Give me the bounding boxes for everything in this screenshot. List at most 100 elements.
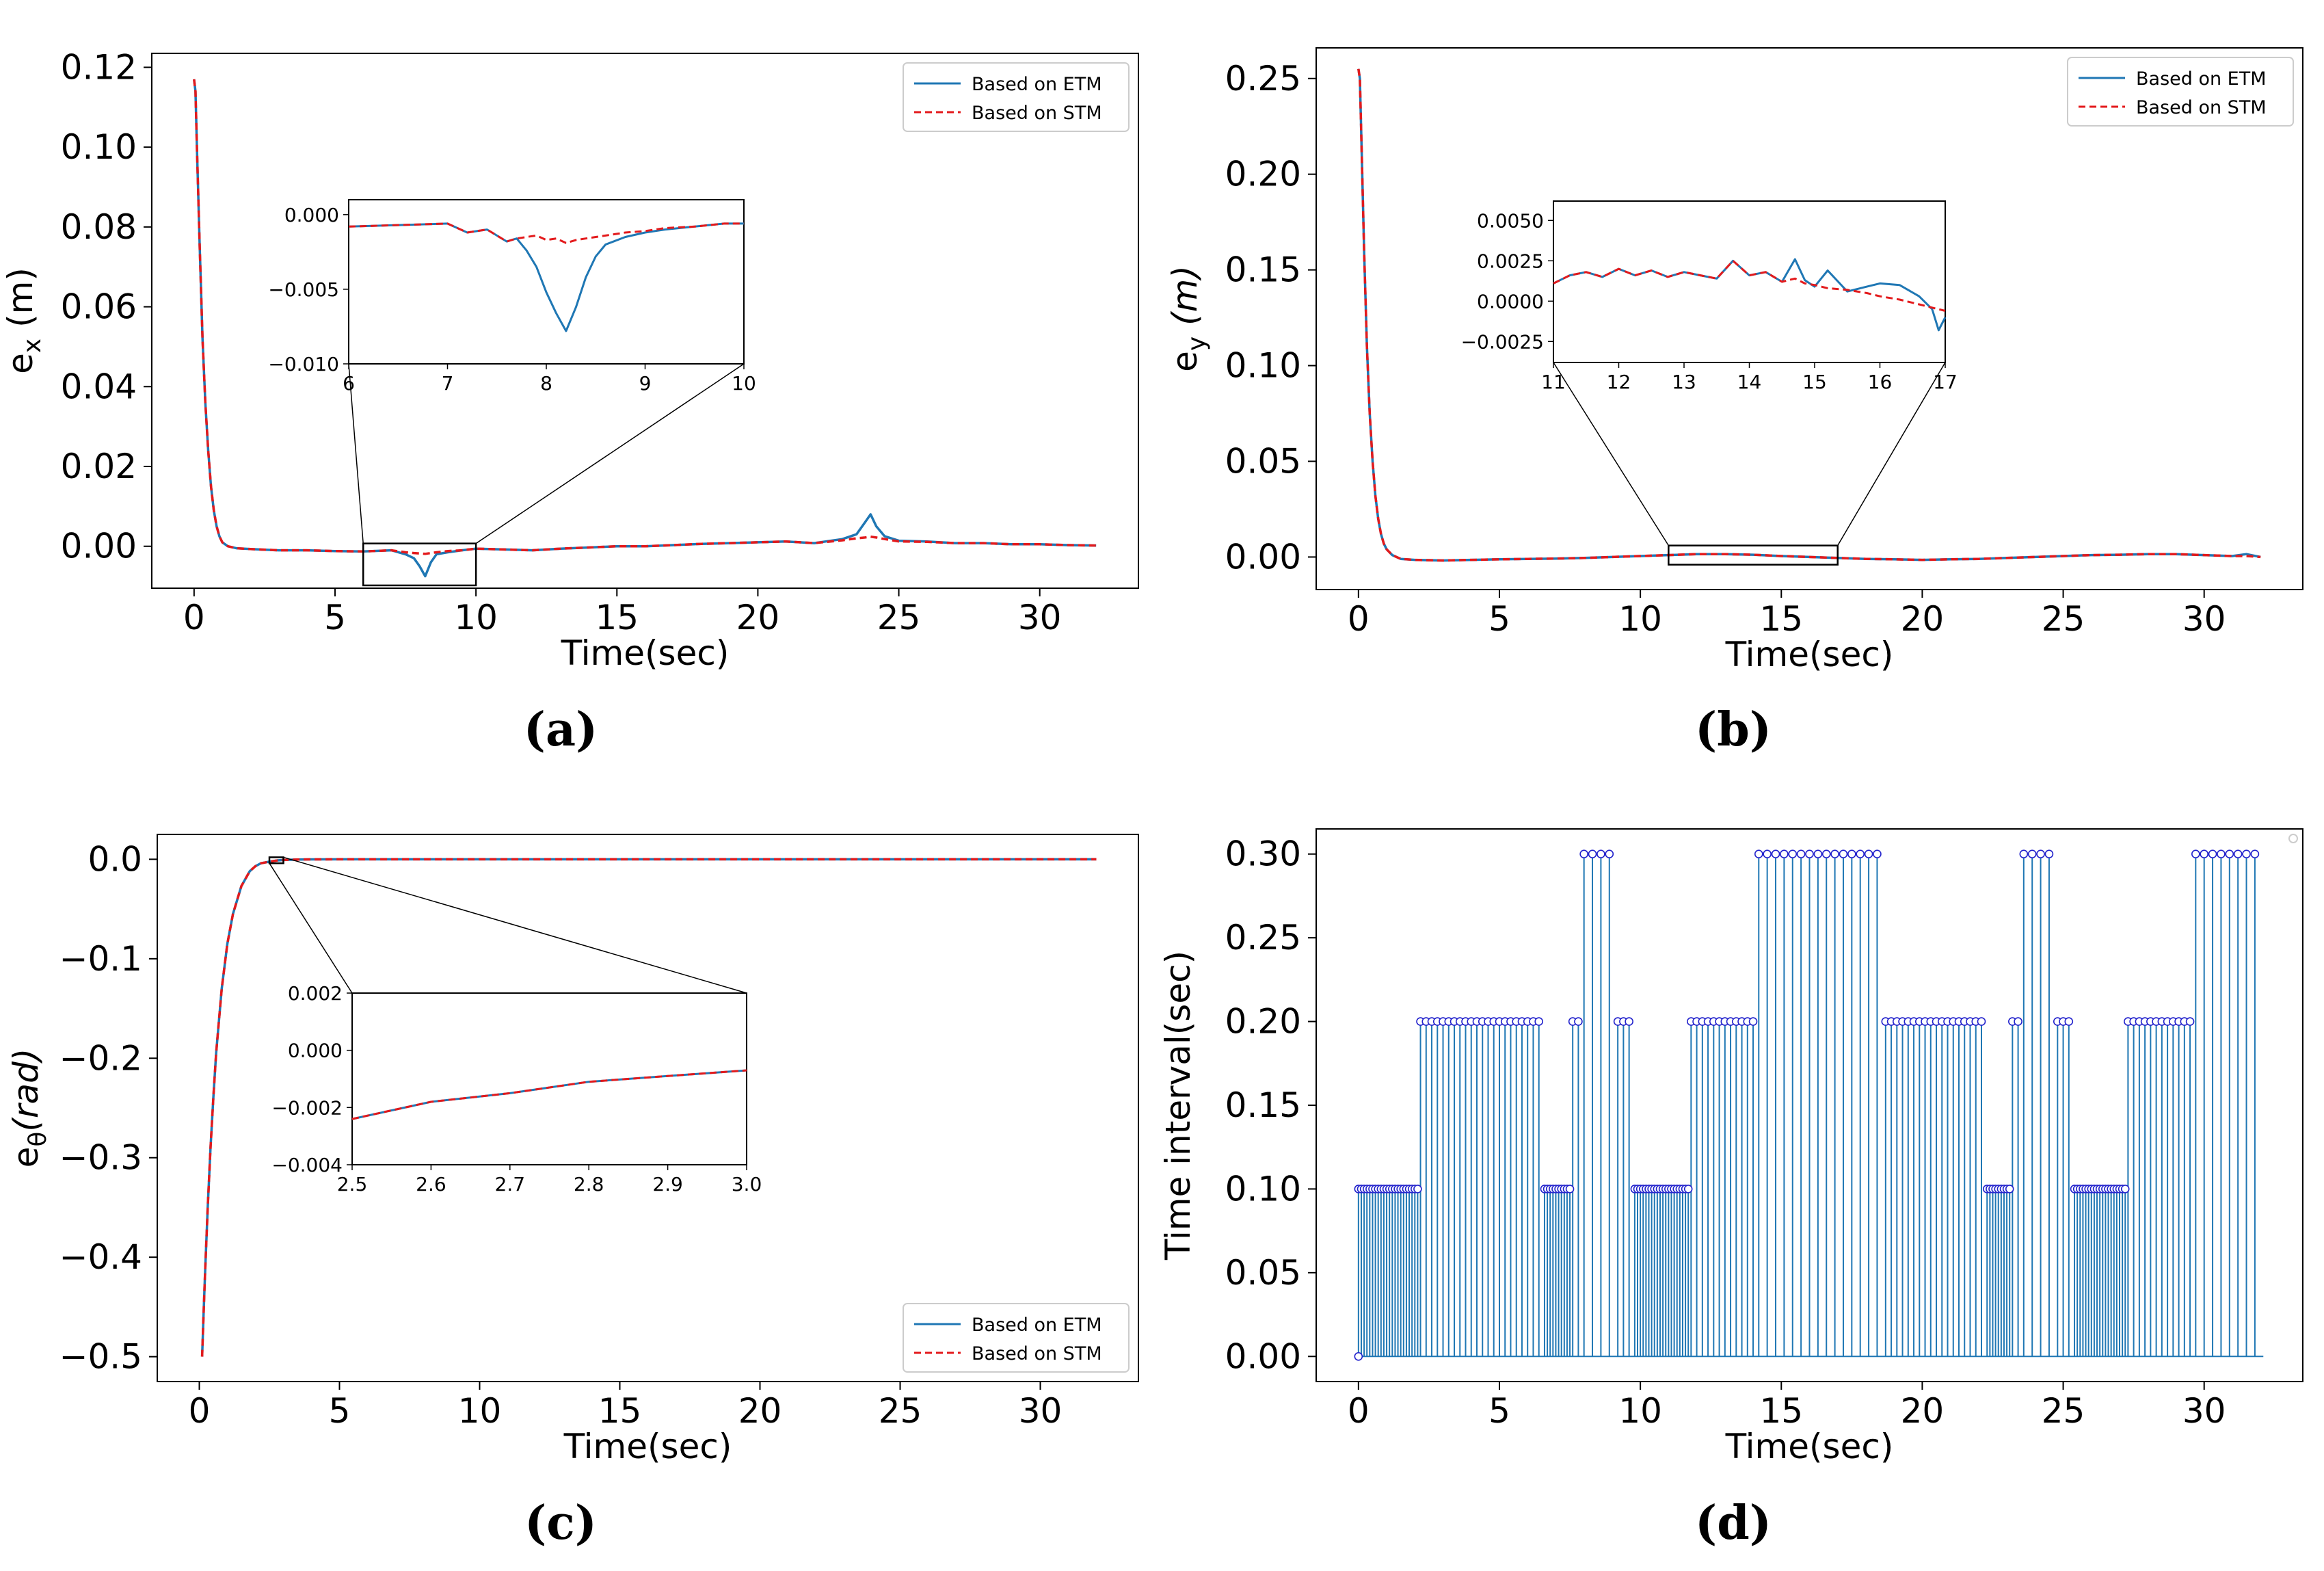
- chart-b-zoom-connector: [1837, 362, 1946, 546]
- chart-a-zoom-connector: [348, 363, 364, 544]
- chart-d-stem-marker: [2233, 849, 2243, 859]
- chart-d-stem-marker: [2019, 849, 2029, 859]
- chart-c-xtick-label: 0: [189, 1391, 211, 1431]
- chart-a-panel-label: (a): [524, 702, 598, 757]
- chart-c-zoom-connector: [283, 856, 747, 994]
- chart-b-series-line-stm: [1357, 68, 2261, 562]
- chart-d-stem-marker: [1354, 1351, 1363, 1361]
- chart-d-stem-marker: [2242, 849, 2251, 859]
- chart-d-panel-label: (d): [1695, 1496, 1772, 1550]
- chart-d-xtick-label: 25: [2042, 1391, 2085, 1431]
- chart-c-zoom-rect: [268, 856, 284, 864]
- chart-a-zoom-rect: [362, 542, 477, 587]
- chart-d-stem-marker: [1597, 849, 1605, 859]
- chart-a-xtick-label: 5: [324, 598, 346, 637]
- chart-a-inset-series-line-stm: [348, 222, 744, 244]
- chart-a-xtick-label: 20: [736, 598, 780, 637]
- chart-d-stem-marker: [1864, 849, 1873, 859]
- chart-d-stem-marker: [1763, 849, 1772, 859]
- chart-c-inset-xtick-label: 2.5: [337, 1173, 368, 1196]
- chart-b-xtick-label: 30: [2182, 599, 2226, 639]
- chart-d-stem-marker: [1754, 849, 1763, 859]
- chart-c-inset-ytick-label: −0.002: [271, 1096, 343, 1119]
- chart-c-ytick-label: 0.0: [88, 839, 142, 879]
- chart-b-inset-series-line-stm: [1553, 259, 1946, 312]
- chart-c-xtick-label: 30: [1019, 1391, 1063, 1431]
- chart-d-stem-marker: [2250, 849, 2260, 859]
- chart-d-stem-marker: [1830, 849, 1839, 859]
- chart-d-stem-marker: [1796, 849, 1806, 859]
- chart-c-zoom-connector: [269, 862, 353, 994]
- chart-d-stem-marker: [1821, 849, 1831, 859]
- chart-b-ytick-label: 0.00: [1225, 537, 1301, 577]
- chart-b-inset-ytick-label: −0.0025: [1461, 330, 1544, 353]
- chart-b-inset-xtick-label: 13: [1672, 371, 1696, 393]
- panel-a: 0 5 10 15 20 25 30 0.00 0.02 0.04 0.06 0.08 0.10 0.12…: [1, 47, 1139, 757]
- chart-b-ytick-label: 0.05: [1225, 441, 1301, 481]
- chart-a-inset-xtick-label: 6: [343, 372, 355, 395]
- chart-c-xtick-label: 5: [329, 1391, 351, 1431]
- chart-a-legend-label: Based on ETM: [972, 74, 1102, 95]
- chart-d-stem-marker: [1788, 849, 1798, 859]
- chart-d-xtick-label: 0: [1348, 1391, 1370, 1431]
- chart-d-stem-marker: [1977, 1017, 1986, 1026]
- chart-c-inset-ytick-label: −0.004: [271, 1154, 343, 1176]
- chart-c-ytick-label: −0.2: [59, 1038, 142, 1078]
- chart-d-stem-marker: [2064, 1017, 2074, 1026]
- chart-a-inset-ytick-label: −0.005: [268, 278, 339, 301]
- chart-d-ytick-label: 0.00: [1225, 1336, 1301, 1376]
- chart-c-xtick-label: 25: [879, 1391, 922, 1431]
- chart-c-xtick-label: 20: [738, 1391, 782, 1431]
- panel-c: 0 5 10 15 20 25 30 0.0 −0.1 −0.2 −0.3 −0.4 −0.5 Time(…: [6, 834, 1139, 1550]
- chart-d-stem-marker: [1813, 849, 1823, 859]
- chart-d-stem-marker: [2225, 849, 2234, 859]
- chart-b-legend-label: Based on STM: [2136, 97, 2267, 118]
- chart-c-xtick-label: 15: [598, 1391, 642, 1431]
- chart-a-inset-ytick-label: 0.000: [284, 204, 339, 226]
- chart-c-inset-series-line-stm: [351, 1069, 747, 1120]
- chart-a-inset-xtick-label: 10: [732, 372, 756, 395]
- chart-c-inset-xtick-label: 2.7: [495, 1173, 526, 1196]
- chart-a-xtick-label: 15: [595, 598, 639, 637]
- chart-b-zoom-rect: [1668, 544, 1839, 566]
- chart-a-xtick-label: 25: [877, 598, 921, 637]
- chart-b-ytick-label: 0.20: [1225, 155, 1301, 194]
- chart-c-ytick-label: −0.5: [59, 1337, 142, 1377]
- chart-d-stem-marker: [1873, 849, 1882, 859]
- chart-c-legend-label: Based on STM: [972, 1343, 1102, 1364]
- chart-d-stem-marker: [1579, 849, 1588, 859]
- chart-a-ytick-label: 0.06: [61, 287, 137, 327]
- chart-d-stem-marker: [2185, 1017, 2195, 1026]
- chart-d-stem-marker: [2014, 1017, 2022, 1026]
- chart-d-yaxis-label: Time interval(sec): [1158, 951, 1198, 1260]
- chart-b-inset-ytick-label: 0.0000: [1477, 290, 1544, 313]
- chart-d-stem-marker: [2200, 849, 2208, 859]
- chart-a-inset-xtick-label: 7: [442, 372, 454, 395]
- chart-d-stem-marker: [2036, 849, 2045, 859]
- chart-a-series-line-stm: [193, 79, 1097, 555]
- chart-c-inset-frame: [351, 992, 747, 1165]
- chart-a-inset-ytick-label: −0.010: [268, 353, 339, 375]
- chart-d-ytick-label: 0.15: [1225, 1085, 1301, 1125]
- chart-c-legend-box: [903, 1303, 1130, 1373]
- chart-c-yaxis-label: eθ(rad): [6, 1048, 52, 1168]
- chart-b-ytick-label: 0.25: [1225, 59, 1301, 98]
- chart-b-inset-xtick-label: 17: [1933, 371, 1958, 393]
- chart-a-xaxis-label: Time(sec): [561, 633, 730, 673]
- chart-b-xtick-label: 20: [1901, 599, 1945, 639]
- chart-c-panel-label: (c): [524, 1496, 597, 1550]
- chart-b-inset-xtick-label: 15: [1802, 371, 1827, 393]
- chart-b-xtick-label: 15: [1759, 599, 1803, 639]
- chart-b-inset-xtick-label: 11: [1541, 371, 1566, 393]
- chart-d-stem-marker: [1413, 1185, 1422, 1193]
- chart-d-stem-marker: [1605, 849, 1614, 859]
- chart-a-xtick-label: 10: [454, 598, 498, 637]
- chart-d-stem-marker: [2120, 1185, 2130, 1193]
- chart-c-series-line-etm: [200, 858, 1097, 1357]
- chart-b-zoom-connector: [1553, 362, 1669, 546]
- chart-b-inset-xtick-label: 12: [1607, 371, 1631, 393]
- chart-d-stem-marker: [1683, 1185, 1693, 1193]
- chart-a-yaxis-label: ex (m): [1, 267, 46, 374]
- chart-a-legend-label: Based on STM: [972, 103, 1102, 124]
